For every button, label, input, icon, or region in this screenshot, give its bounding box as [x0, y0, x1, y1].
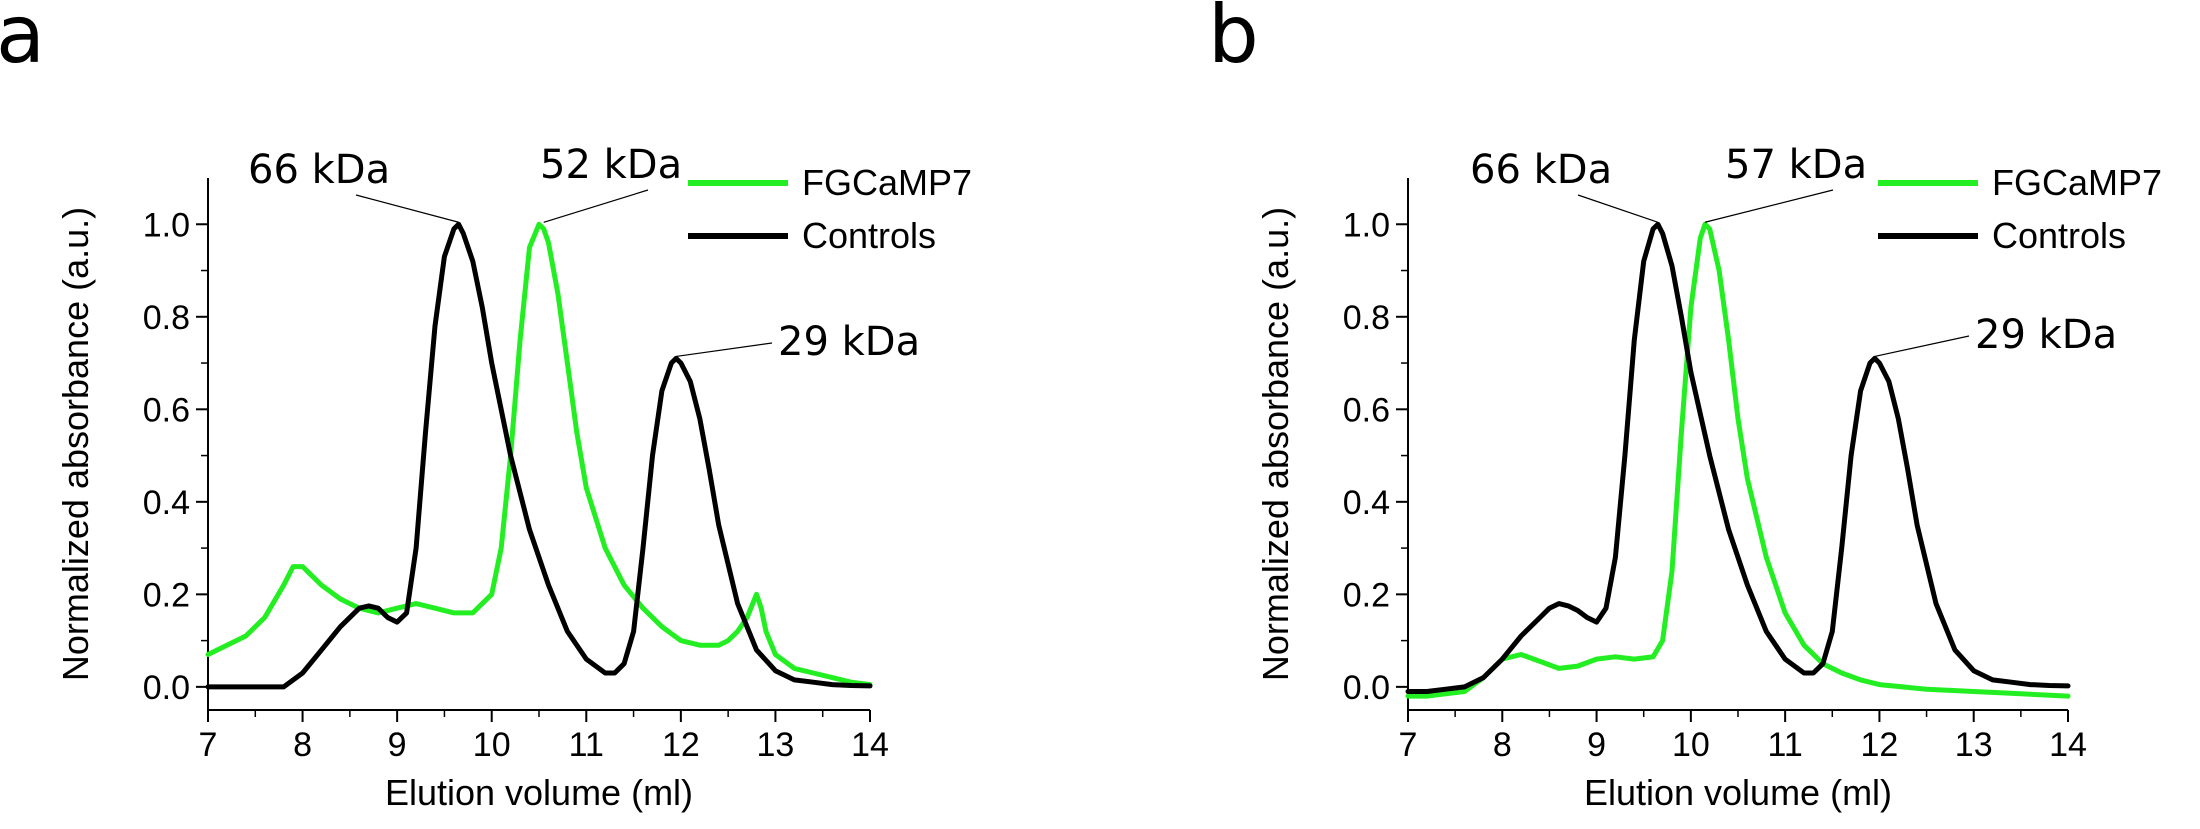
x-axis-title: Elution volume (ml): [1584, 772, 1892, 813]
annotation-leader-line: [676, 342, 773, 358]
annotation-label: 66 kDa: [248, 147, 390, 193]
y-tick-label: 1.0: [1343, 206, 1390, 244]
y-tick-label: 0.0: [1343, 669, 1390, 707]
series-line-controls: [1405, 221, 2071, 694]
x-tick-label: 12: [1861, 726, 1899, 764]
y-axis-title: Normalized absorbance (a.u.): [1255, 207, 1296, 681]
x-tick-label: 8: [293, 726, 312, 764]
x-tick-label: 10: [473, 726, 511, 764]
x-tick-label: 11: [569, 726, 604, 764]
y-tick-label: 0.8: [143, 299, 190, 337]
annotation-label: 52 kDa: [540, 142, 682, 188]
x-tick-label: 13: [1955, 726, 1993, 764]
x-tick-label: 7: [1399, 726, 1418, 764]
annotation-leader-line: [543, 189, 649, 223]
x-tick-label: 10: [1672, 726, 1710, 764]
y-tick-label: 1.0: [143, 206, 190, 244]
annotation-label: 57 kDa: [1725, 142, 1867, 188]
x-tick-label: 8: [1493, 726, 1512, 764]
annotation-leader-line: [1577, 194, 1659, 223]
legend-label: Controls: [1992, 215, 2126, 256]
x-tick-label: 9: [388, 726, 407, 764]
annotation-label: 66 kDa: [1470, 147, 1612, 193]
x-axis-title: Elution volume (ml): [385, 772, 693, 813]
x-tick-label: 11: [1767, 726, 1802, 764]
y-tick-label: 0.8: [1343, 299, 1390, 337]
chart-panel-b: b 7 8 9 10 11 12 13 14 0.0 0.2 0.4 0.6 0.8 1.0 Elution …: [1208, 0, 2162, 813]
series-line-fgcamp7: [1405, 221, 2071, 699]
legend-label: FGCaMP7: [802, 162, 972, 203]
y-tick-label: 0.2: [143, 576, 190, 614]
annotation-label: 29 kDa: [778, 319, 920, 365]
y-tick-label: 0.4: [1343, 484, 1390, 522]
x-tick-label: 14: [851, 726, 889, 764]
annotation-label: 29 kDa: [1975, 312, 2117, 358]
legend-label: FGCaMP7: [1992, 162, 2162, 203]
series-line-fgcamp7: [205, 221, 873, 688]
annotation-leader-line: [1704, 189, 1834, 223]
y-tick-label: 0.4: [143, 484, 190, 522]
legend-label: Controls: [802, 215, 936, 256]
x-tick-label: 12: [662, 726, 700, 764]
panel-label: b: [1208, 0, 1259, 81]
annotation-leader-line: [1874, 335, 1970, 358]
annotation-leader-line: [355, 194, 459, 223]
y-tick-label: 0.6: [143, 391, 190, 429]
chart-panel-a: a 7 8 9 10 11 12 13 14 0.0 0.2 0.4 0.6 0.8 1.0 Elution …: [0, 0, 972, 813]
series-line-controls: [205, 221, 873, 690]
x-tick-label: 9: [1587, 726, 1606, 764]
y-axis-title: Normalized absorbance (a.u.): [55, 207, 96, 681]
x-tick-label: 14: [2049, 726, 2087, 764]
x-tick-label: 7: [199, 726, 218, 764]
y-tick-label: 0.6: [1343, 391, 1390, 429]
x-tick-label: 13: [757, 726, 795, 764]
panel-label: a: [0, 0, 45, 81]
y-tick-label: 0.0: [143, 669, 190, 707]
y-tick-label: 0.2: [1343, 576, 1390, 614]
